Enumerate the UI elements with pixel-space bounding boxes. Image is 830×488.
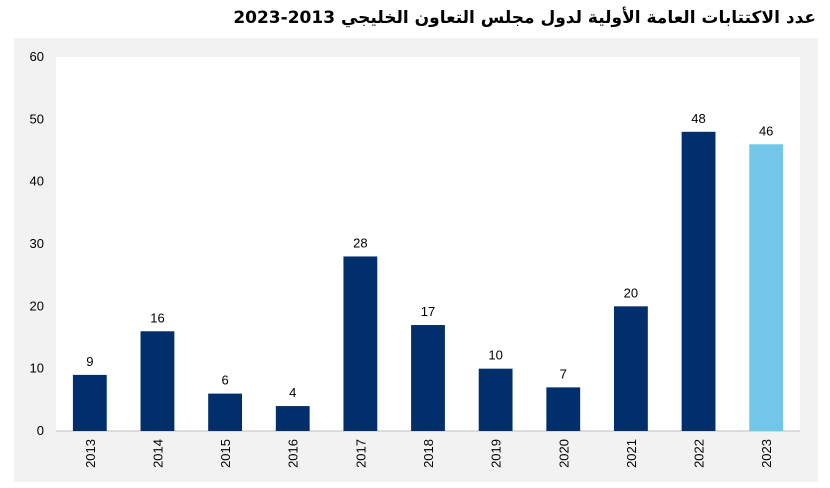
data-label-2018: 17 bbox=[421, 304, 435, 319]
x-tick-label-2022: 2022 bbox=[692, 439, 707, 468]
data-label-2020: 7 bbox=[560, 366, 567, 381]
bar-2016 bbox=[275, 406, 310, 431]
data-label-2016: 4 bbox=[289, 385, 296, 400]
y-axis: 0 10 20 30 40 50 60 bbox=[30, 49, 44, 438]
x-tick-label-2013: 2013 bbox=[83, 439, 98, 468]
x-tick-label-2020: 2020 bbox=[556, 439, 571, 468]
x-tick-label-2017: 2017 bbox=[353, 439, 368, 468]
data-labels: 9 16 6 4 28 17 10 7 20 48 46 bbox=[86, 111, 773, 400]
y-tick-label: 0 bbox=[37, 423, 44, 438]
bar-2021 bbox=[614, 306, 648, 431]
y-tick-label: 50 bbox=[30, 111, 44, 126]
data-label-2021: 20 bbox=[624, 285, 638, 300]
data-label-2023: 46 bbox=[759, 123, 773, 138]
data-label-2015: 6 bbox=[221, 373, 228, 388]
bar-2022 bbox=[681, 131, 716, 432]
x-tick-label-2014: 2014 bbox=[150, 439, 165, 468]
data-label-2013: 9 bbox=[86, 354, 93, 369]
x-tick-label-2019: 2019 bbox=[489, 439, 504, 468]
y-tick-label: 30 bbox=[30, 236, 44, 251]
x-tick-label-2021: 2021 bbox=[624, 439, 639, 468]
bar-2014 bbox=[140, 331, 175, 431]
y-tick-label: 60 bbox=[30, 49, 44, 64]
bar-2013 bbox=[72, 374, 107, 431]
data-label-2022: 48 bbox=[691, 111, 705, 126]
bars bbox=[72, 131, 784, 432]
bar-2017 bbox=[343, 256, 378, 431]
x-axis: 2013 2014 2015 2016 2017 2018 2019 2020 2021 2022… bbox=[83, 439, 774, 468]
y-tick-label: 40 bbox=[30, 174, 44, 189]
x-tick-label-2016: 2016 bbox=[286, 439, 301, 468]
bar-2015 bbox=[208, 393, 242, 431]
x-tick-label-2015: 2015 bbox=[218, 439, 233, 468]
bar-2018 bbox=[411, 325, 445, 431]
y-tick-label: 10 bbox=[30, 361, 44, 376]
bar-2020 bbox=[546, 387, 581, 431]
bar-2023 bbox=[749, 144, 784, 431]
bar-2019 bbox=[478, 368, 513, 431]
data-label-2017: 28 bbox=[353, 235, 367, 250]
data-label-2014: 16 bbox=[150, 310, 164, 325]
x-tick-label-2023: 2023 bbox=[759, 439, 774, 468]
y-tick-label: 20 bbox=[30, 298, 44, 313]
x-tick-label-2018: 2018 bbox=[421, 439, 436, 468]
chart-title: عدد الاكتتابات العامة الأولية لدول مجلس … bbox=[233, 8, 816, 28]
data-label-2019: 10 bbox=[488, 348, 502, 363]
chart-area: 0 10 20 30 40 50 60 9 16 6 4 28 17 10 7 20 48 46 2013 201… bbox=[14, 38, 818, 482]
